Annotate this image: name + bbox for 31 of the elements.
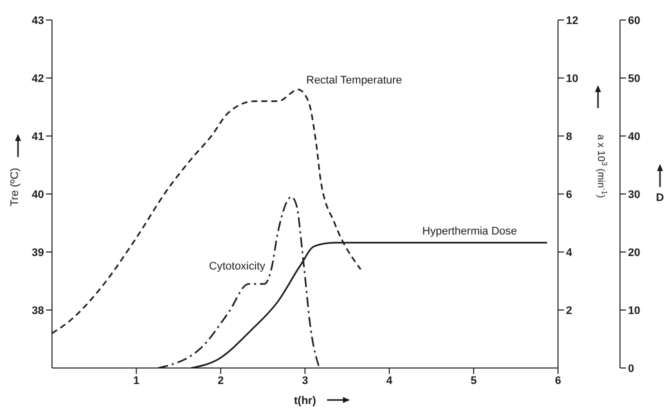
x-tick-label: 6	[554, 374, 562, 387]
series-label: Rectal Temperature	[306, 74, 402, 87]
y3-tick-label: 20	[628, 246, 640, 259]
y3-tick-label: 30	[628, 188, 640, 201]
y-axis-title: Tre (ºC)	[9, 168, 21, 206]
y2-tick-label: 6	[566, 188, 572, 201]
y-tick-label: 42	[32, 72, 44, 85]
series-label: Hyperthermia Dose	[422, 226, 518, 238]
y-tick-label: 43	[32, 14, 44, 27]
y-tick-label: 41	[32, 130, 44, 143]
y2-tick-label: 2	[566, 304, 572, 317]
y3-tick-label: 10	[628, 304, 640, 317]
series-label: Cytotoxicity	[209, 260, 266, 272]
y2-tick-label: 8	[566, 130, 572, 143]
x-axis-title: t(hr)	[294, 395, 316, 407]
y3-tick-label: 40	[628, 130, 640, 143]
x-tick-label: 2	[218, 374, 224, 387]
y3-tick-label: 60	[628, 14, 640, 27]
y-tick-label: 40	[32, 188, 44, 201]
y-tick-label: 39	[32, 246, 44, 259]
y3-axis-title: D	[656, 192, 664, 204]
x-tick-label: 5	[470, 374, 477, 387]
x-tick-label: 3	[302, 374, 308, 387]
x-tick-label: 1	[133, 374, 140, 387]
y2-tick-label: 4	[566, 246, 573, 259]
y2-tick-label: 10	[566, 72, 578, 85]
x-tick-label: 4	[386, 374, 394, 387]
y2-tick-label: 12	[566, 14, 578, 27]
y-tick-label: 38	[32, 304, 44, 317]
y3-tick-label: 0	[628, 362, 634, 375]
y3-tick-label: 50	[628, 72, 640, 85]
